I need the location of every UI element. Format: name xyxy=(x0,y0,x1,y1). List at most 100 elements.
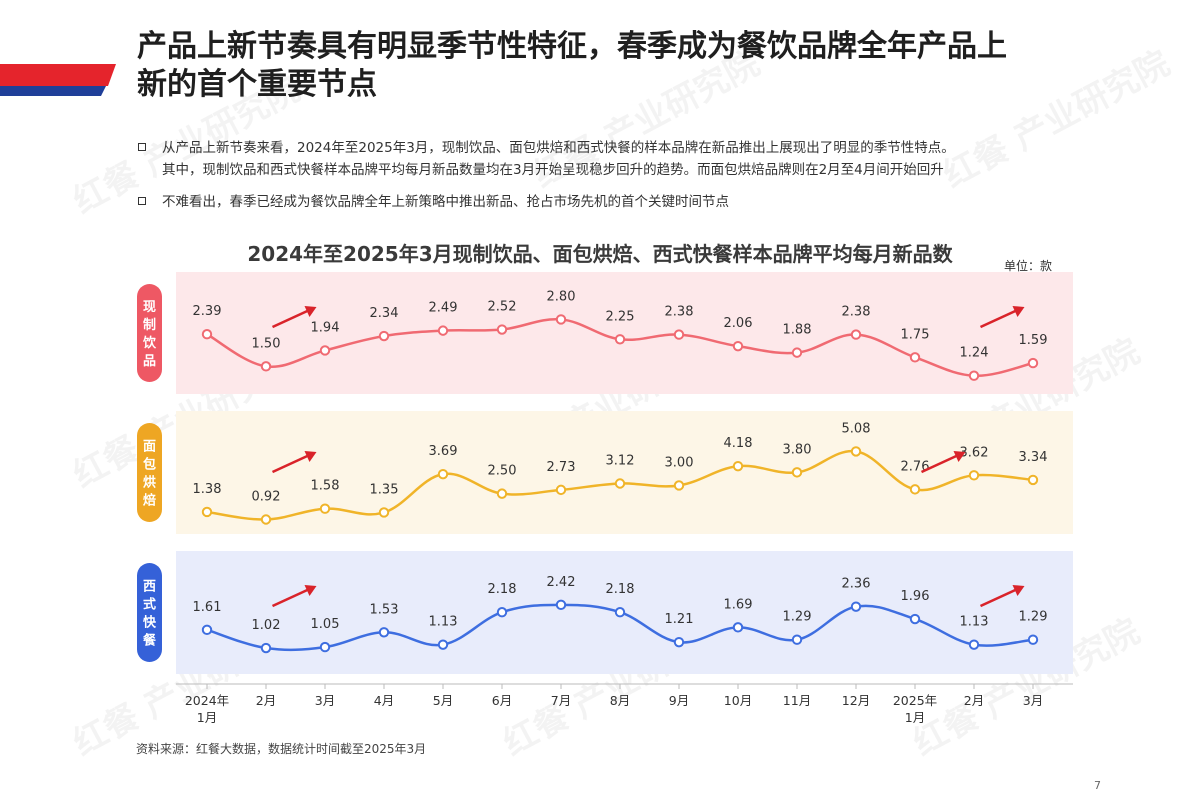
trend-arrow-icon xyxy=(979,308,1019,329)
data-label: 3.80 xyxy=(783,442,812,457)
data-point xyxy=(378,627,390,638)
series-label-char: 饮 xyxy=(142,335,157,351)
series-panel-background xyxy=(176,411,1073,534)
x-tick-label: 8月 xyxy=(610,693,630,708)
x-tick-label: 6月 xyxy=(492,693,512,708)
data-label: 1.29 xyxy=(1019,610,1048,625)
data-label: 2.52 xyxy=(488,300,517,315)
data-label: 1.35 xyxy=(370,482,399,497)
data-label: 2.39 xyxy=(193,304,222,319)
data-point xyxy=(555,314,567,325)
data-point xyxy=(201,624,213,636)
data-label: 2.18 xyxy=(606,582,635,597)
x-tick-label: 12月 xyxy=(842,693,870,708)
data-point xyxy=(850,446,862,457)
series-label-pill xyxy=(137,563,162,662)
series-label-char: 包 xyxy=(143,457,156,473)
data-label: 3.00 xyxy=(665,455,694,470)
x-tick-label: 2月 xyxy=(256,693,276,708)
bullet-item: 从产品上新节奏来看，2024年至2025年3月，现制饮品、面包烘焙和西式快餐的样… xyxy=(136,137,1086,181)
trend-arrow-icon xyxy=(979,587,1019,608)
data-label: 2.38 xyxy=(842,305,871,320)
trend-arrow-head-icon xyxy=(1012,585,1025,596)
page-title: 产品上新节奏具有明显季节性特征，春季成为餐饮品牌全年产品上 新的首个重要节点 xyxy=(137,28,1097,104)
data-point xyxy=(673,480,685,491)
x-tick-label: 1月 xyxy=(905,710,925,725)
data-point xyxy=(673,636,685,648)
data-label: 1.75 xyxy=(901,327,930,342)
data-label: 1.21 xyxy=(665,612,694,627)
data-point xyxy=(378,330,390,342)
data-label: 2.76 xyxy=(901,459,930,474)
data-label: 1.58 xyxy=(311,479,340,494)
data-point xyxy=(437,468,449,480)
data-label: 1.02 xyxy=(252,618,281,633)
data-point xyxy=(968,639,980,650)
data-point xyxy=(555,599,567,611)
data-point xyxy=(673,329,685,340)
chart-title: 2024年至2025年3月现制饮品、面包烘焙、西式快餐样本品牌平均每月新品数 xyxy=(247,242,953,266)
series-label-char: 品 xyxy=(143,354,156,369)
series-label-char: 式 xyxy=(143,597,156,613)
data-label: 3.69 xyxy=(429,444,458,459)
bullet-text: 其中，现制饮品和西式快餐样本品牌平均每月新品数量均在3月开始呈现稳步回升的趋势。… xyxy=(162,162,944,178)
trend-arrow-icon xyxy=(271,453,311,474)
data-point xyxy=(850,601,862,612)
trend-arrow-icon xyxy=(271,587,311,608)
series-label-char: 现 xyxy=(143,300,156,315)
data-point xyxy=(201,329,213,340)
trend-arrow-head-icon xyxy=(304,306,317,317)
bullet-text: 不难看出，春季已经成为餐饮品牌全年上新策略中推出新品、抢占市场先机的首个关键时间… xyxy=(162,194,729,210)
x-tick-label: 7月 xyxy=(551,693,571,708)
series-panel-background xyxy=(176,272,1073,394)
data-point xyxy=(319,641,331,653)
bullet-item: 不难看出，春季已经成为餐饮品牌全年上新策略中推出新品、抢占市场先机的首个关键时间… xyxy=(136,191,1086,213)
data-point xyxy=(378,507,390,518)
series-label-pill xyxy=(137,423,162,522)
data-label: 1.61 xyxy=(193,600,222,615)
data-label: 2.06 xyxy=(724,316,753,331)
data-label: 2.80 xyxy=(547,289,576,304)
data-label: 2.42 xyxy=(547,575,576,590)
data-label: 2.36 xyxy=(842,577,871,592)
data-point xyxy=(1027,357,1039,369)
series-label-char: 快 xyxy=(143,615,157,631)
data-point xyxy=(850,329,862,340)
data-point xyxy=(260,361,272,372)
data-label: 2.49 xyxy=(429,301,458,316)
data-point xyxy=(1027,474,1039,486)
data-label: 1.96 xyxy=(901,589,930,604)
x-tick-label: 3月 xyxy=(315,693,335,708)
data-point xyxy=(614,607,626,618)
ribbon-red-stripe xyxy=(0,64,116,86)
data-point xyxy=(791,467,803,478)
x-tick-label: 9月 xyxy=(669,693,689,708)
data-label: 1.50 xyxy=(252,336,281,351)
data-point xyxy=(437,325,449,336)
data-label: 1.69 xyxy=(724,597,753,612)
data-label: 1.59 xyxy=(1019,333,1048,348)
trend-arrow-head-icon xyxy=(1012,306,1025,317)
data-point xyxy=(319,345,331,356)
series-label-char: 餐 xyxy=(142,633,157,649)
data-point xyxy=(614,478,626,489)
data-point xyxy=(319,503,331,514)
x-tick-label: 2025年 xyxy=(893,693,937,708)
data-label: 1.13 xyxy=(429,615,458,630)
trend-arrow-head-icon xyxy=(304,585,317,596)
series-label-char: 面 xyxy=(143,440,156,455)
trend-arrow-icon xyxy=(920,453,960,474)
data-point xyxy=(968,470,980,481)
header-ribbon xyxy=(0,64,116,96)
data-point xyxy=(201,506,213,518)
series-label-char: 西 xyxy=(143,580,156,595)
x-tick-label: 1月 xyxy=(197,710,217,725)
x-tick-label: 2024年 xyxy=(185,693,229,708)
data-label: 2.73 xyxy=(547,460,576,475)
trend-arrow-head-icon xyxy=(304,451,317,462)
source-note: 资料来源：红餐大数据，数据统计时间截至2025年3月 xyxy=(136,742,427,756)
data-label: 0.92 xyxy=(252,489,281,504)
data-label: 5.08 xyxy=(842,421,871,436)
data-point xyxy=(260,514,272,525)
data-point xyxy=(732,340,744,352)
